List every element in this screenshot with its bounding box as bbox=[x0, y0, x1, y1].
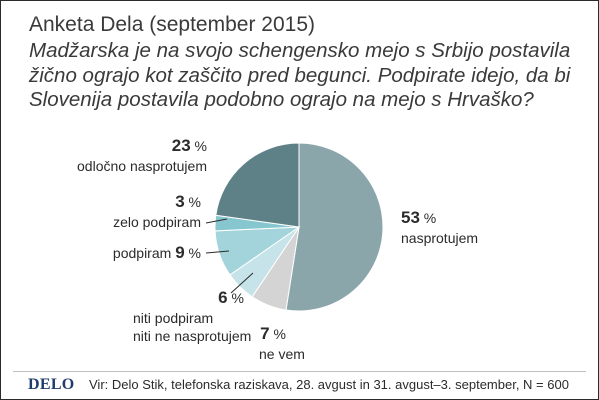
slice-value-text: 23 % bbox=[172, 136, 207, 155]
slice-label-0: 53 % nasprotujem bbox=[401, 208, 478, 246]
pie-slice-nasprotujem bbox=[285, 142, 384, 312]
slice-category: zelo podpiram bbox=[113, 214, 201, 230]
footer-divider bbox=[13, 371, 586, 372]
slice-value-text: 53 % bbox=[401, 208, 436, 227]
source-note: Vir: Delo Stik, telefonska raziskava, 28… bbox=[89, 377, 569, 392]
slice-label-3: podpiram 9 % bbox=[113, 243, 230, 262]
slice-label-2: 6 % niti podpiram niti ne nasprotujem bbox=[133, 272, 254, 344]
slice-pct: % bbox=[270, 326, 286, 342]
leader-line bbox=[205, 250, 230, 254]
chart-title: Anketa Dela (september 2015) bbox=[29, 13, 315, 36]
slice-category: podpiram bbox=[113, 245, 175, 261]
slice-category: ne vem bbox=[259, 346, 305, 362]
slice-value: 6 bbox=[218, 288, 227, 307]
slice-value: 7 bbox=[260, 324, 269, 343]
delo-logo: DELO bbox=[28, 376, 75, 393]
slice-pct: % bbox=[420, 210, 436, 226]
pie-slice-odločno-nasprotujem bbox=[215, 142, 300, 228]
slice-value-text: 7 % bbox=[260, 324, 286, 343]
survey-question: Madžarska je na svojo schengensko mejo s… bbox=[29, 39, 571, 111]
leader-line bbox=[205, 218, 228, 224]
slice-category: odločno nasprotujem bbox=[77, 158, 207, 174]
slice-pct: % bbox=[185, 194, 201, 210]
slice-value: 3 bbox=[175, 192, 184, 211]
slice-pct: % bbox=[228, 290, 244, 306]
slice-value: 23 bbox=[172, 136, 191, 155]
slice-label-text: podpiram 9 % bbox=[113, 243, 201, 262]
slice-value-text: 3 % bbox=[175, 192, 201, 211]
slice-pct: % bbox=[185, 245, 201, 261]
slice-category: niti podpiram bbox=[133, 310, 213, 326]
slice-category: niti ne nasprotujem bbox=[133, 328, 251, 344]
slice-category: nasprotujem bbox=[401, 230, 478, 246]
slice-label-1: 7 % ne vem bbox=[259, 324, 305, 362]
slice-value: 9 bbox=[175, 243, 184, 262]
slice-label-4: 3 % zelo podpiram bbox=[113, 192, 228, 230]
slice-pct: % bbox=[191, 138, 207, 154]
slice-value: 53 bbox=[401, 208, 420, 227]
slice-value-text: 6 % bbox=[218, 288, 244, 307]
leader-line bbox=[230, 272, 254, 294]
slice-label-5: 23 % odločno nasprotujem bbox=[77, 136, 207, 174]
